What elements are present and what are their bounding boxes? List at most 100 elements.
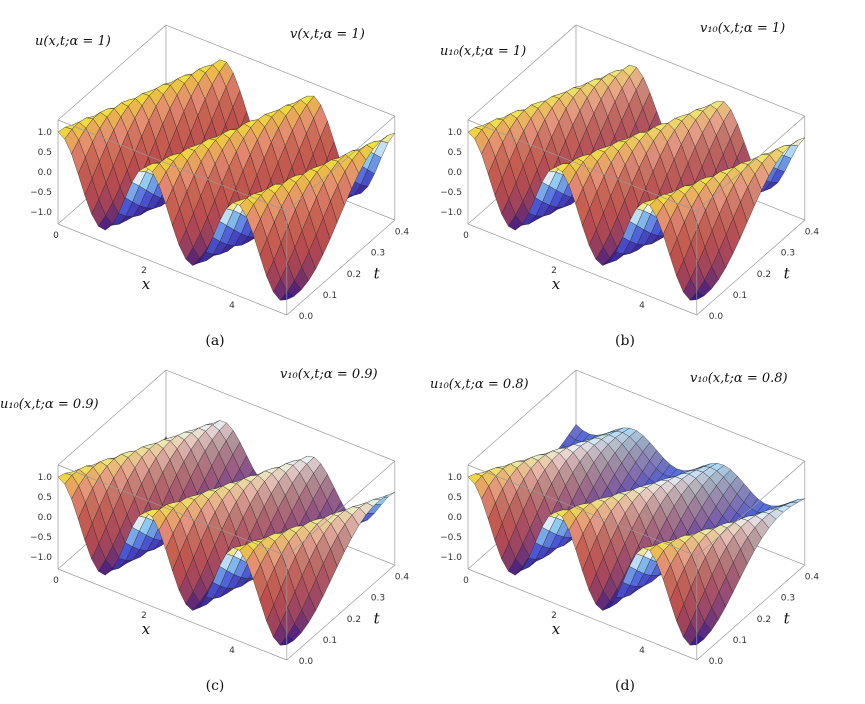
- t-tick-label: 0.4: [805, 228, 820, 238]
- t-tick-label: 0.2: [757, 615, 771, 625]
- t-tick-label: 0.3: [371, 594, 385, 604]
- z-tick-label: −0.5: [30, 188, 52, 198]
- box-edge: [696, 115, 806, 212]
- box-edge: [467, 119, 697, 212]
- caption: (d): [615, 678, 635, 694]
- u-label: u(x,t;α = 1): [35, 34, 111, 49]
- x-tick-label: 2: [141, 266, 147, 276]
- t-tick-label: 0.0: [299, 312, 314, 322]
- x-tick-label: 4: [229, 646, 235, 656]
- x-axis-label: x: [142, 275, 151, 293]
- box-edge: [467, 568, 697, 661]
- v-label: v₁₀(x,t;α = 1): [700, 21, 785, 36]
- x-axis-label: x: [552, 275, 561, 293]
- t-tick-label: 0.2: [757, 270, 771, 280]
- t-tick-label: 0.1: [733, 636, 747, 646]
- panel: 1.0 0.5 0.0 −0.5 −1.0 0 2 4 0.0 0.1 0.2 0.3 0.4 x t u₁₀…: [430, 369, 819, 694]
- box-edge: [696, 219, 806, 316]
- z-tick-label: 1.0: [448, 473, 463, 483]
- t-axis-label: t: [784, 265, 791, 283]
- surface-patch: [790, 137, 806, 146]
- x-axis-label: x: [142, 620, 151, 638]
- v-label: v₁₀(x,t;α = 0.9): [280, 367, 378, 382]
- z-tick-label: 1.0: [38, 128, 53, 138]
- x-tick-label: 2: [551, 611, 557, 621]
- z-tick-label: 0.5: [38, 493, 52, 503]
- z-tick-label: −0.5: [440, 188, 462, 198]
- panel: 1.0 0.5 0.0 −0.5 −1.0 0 2 4 0.0 0.1 0.2 0.3 0.4 x t u₁₀…: [0, 367, 409, 694]
- z-tick-label: 0.5: [448, 148, 462, 158]
- z-tick-label: 0.0: [448, 168, 463, 178]
- t-tick-label: 0.2: [347, 615, 361, 625]
- box-edge: [467, 223, 697, 316]
- z-tick-label: −1.0: [30, 208, 52, 218]
- box-edge: [286, 219, 396, 316]
- z-tick-label: 1.0: [448, 128, 463, 138]
- t-tick-label: 0.3: [781, 594, 795, 604]
- box-edge: [57, 24, 167, 121]
- box-edge: [57, 464, 287, 557]
- t-tick-label: 0.0: [299, 657, 314, 667]
- x-tick-label: 4: [229, 301, 235, 311]
- caption: (a): [205, 333, 224, 349]
- t-tick-label: 0.1: [733, 291, 747, 301]
- panel: 1.0 0.5 0.0 −0.5 −1.0 0 2 4 0.0 0.1 0.2 0.3 0.4 x t u(x…: [30, 24, 410, 349]
- z-tick-label: −1.0: [440, 208, 462, 218]
- x-tick-label: 0: [463, 576, 469, 586]
- box-edge: [286, 564, 396, 661]
- z-tick-label: 0.0: [38, 168, 53, 178]
- x-tick-label: 0: [53, 576, 59, 586]
- x-tick-label: 2: [551, 266, 557, 276]
- x-axis-label: x: [552, 620, 561, 638]
- z-tick-label: 0.0: [38, 513, 53, 523]
- x-tick-label: 2: [141, 611, 147, 621]
- box-edge: [165, 369, 395, 462]
- box-edge: [57, 223, 287, 316]
- x-tick-label: 4: [639, 646, 645, 656]
- box-edge: [286, 460, 396, 557]
- z-tick-label: −1.0: [30, 553, 52, 563]
- box-edge: [57, 369, 167, 466]
- t-tick-label: 0.4: [395, 573, 410, 583]
- t-tick-label: 0.0: [709, 312, 724, 322]
- u-label: u₁₀(x,t;α = 1): [440, 44, 526, 59]
- z-tick-label: 0.5: [38, 148, 52, 158]
- t-axis-label: t: [784, 610, 791, 628]
- z-tick-label: −0.5: [440, 533, 462, 543]
- box-edge: [467, 464, 697, 557]
- box-edge: [696, 564, 806, 661]
- z-tick-label: 0.0: [448, 513, 463, 523]
- u-label: u₁₀(x,t;α = 0.8): [430, 377, 529, 392]
- t-tick-label: 0.4: [395, 228, 410, 238]
- v-label: v₁₀(x,t;α = 0.8): [690, 371, 788, 386]
- t-tick-label: 0.1: [323, 636, 337, 646]
- u-label: u₁₀(x,t;α = 0.9): [0, 397, 99, 412]
- z-tick-label: 1.0: [38, 473, 53, 483]
- box-edge: [57, 119, 287, 212]
- t-axis-label: t: [374, 610, 381, 628]
- z-tick-label: −1.0: [440, 553, 462, 563]
- box-edge: [575, 369, 805, 462]
- x-tick-label: 0: [463, 231, 469, 241]
- x-tick-label: 0: [53, 231, 59, 241]
- x-tick-label: 4: [639, 301, 645, 311]
- t-tick-label: 0.0: [709, 657, 724, 667]
- t-axis-label: t: [374, 265, 381, 283]
- box-edge: [57, 568, 287, 661]
- box-edge: [467, 369, 577, 466]
- box-edge: [467, 24, 577, 121]
- caption: (b): [615, 333, 635, 349]
- surface-patch: [380, 132, 396, 143]
- surface-patch: [790, 498, 805, 503]
- v-label: v(x,t;α = 1): [290, 27, 365, 42]
- t-tick-label: 0.1: [323, 291, 337, 301]
- t-tick-label: 0.3: [781, 249, 795, 259]
- caption: (c): [206, 678, 225, 694]
- z-tick-label: 0.5: [448, 493, 462, 503]
- t-tick-label: 0.3: [371, 249, 385, 259]
- z-tick-label: −0.5: [30, 533, 52, 543]
- box-edge: [575, 24, 805, 117]
- panel: 1.0 0.5 0.0 −0.5 −1.0 0 2 4 0.0 0.1 0.2 0.3 0.4 x t u₁₀…: [440, 21, 819, 349]
- box-edge: [696, 460, 806, 557]
